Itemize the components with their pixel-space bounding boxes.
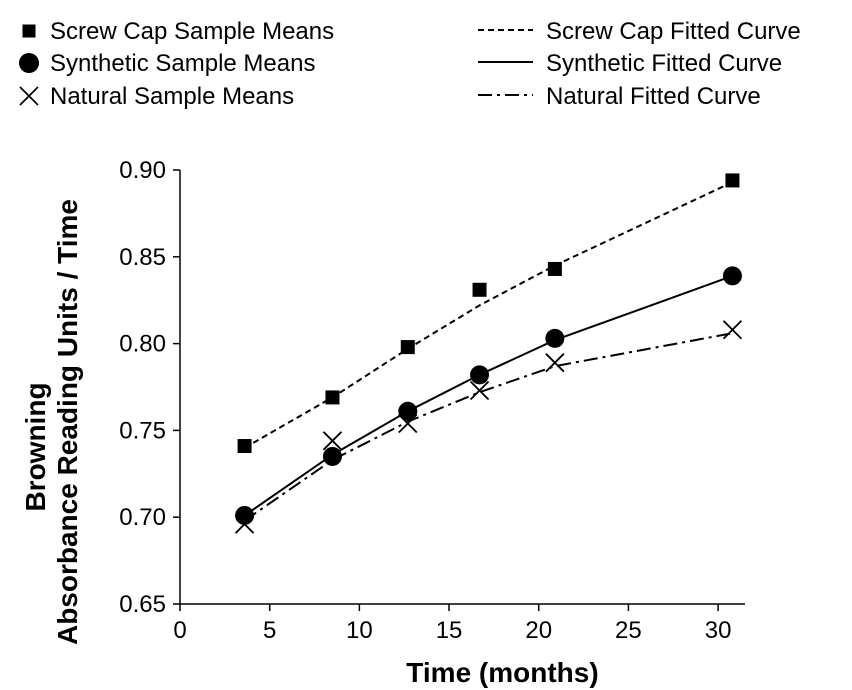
data-point-square (325, 390, 340, 405)
legend-item-square: Screw Cap Sample Means (22, 18, 334, 45)
fitted-curves (244, 181, 733, 522)
data-point-circle (235, 505, 255, 525)
legend-label: Screw Cap Fitted Curve (546, 18, 801, 45)
x-tick-label: 15 (436, 617, 463, 644)
data-point-x (545, 353, 565, 373)
data-point-square (472, 282, 487, 297)
data-point-x (322, 431, 343, 451)
legend-label: Synthetic Fitted Curve (546, 50, 782, 77)
y-tick-label: 0.85 (119, 244, 166, 271)
y-tick-label: 0.65 (119, 591, 166, 618)
legend: Screw Cap Sample Means Synthetic Sample M… (19, 18, 801, 110)
data-point-square (400, 340, 415, 355)
data-point-x (398, 413, 418, 434)
legend-item-solid: Synthetic Fitted Curve (478, 50, 782, 77)
y-tick-label: 0.70 (119, 504, 166, 531)
data-point-square (725, 173, 740, 188)
x-tick-label: 20 (525, 617, 552, 644)
legend-item-dashdot: Natural Fitted Curve (478, 83, 761, 110)
legend-item-x: Natural Sample Means (19, 83, 294, 110)
data-point-circle (545, 328, 565, 348)
data-point-x (722, 320, 743, 340)
legend-label: Synthetic Sample Means (50, 50, 315, 77)
fitted-curve-circle (244, 274, 733, 517)
legend-marker-x (19, 86, 39, 106)
x-tick-label: 25 (615, 617, 642, 644)
fitted-curve-square (244, 181, 733, 449)
legend-item-circle: Synthetic Sample Means (19, 50, 315, 77)
x-tick-label: 5 (263, 617, 276, 644)
data-point-square (547, 261, 562, 276)
data-point-square (237, 439, 252, 454)
legend-label: Screw Cap Sample Means (50, 18, 334, 45)
data-point-circle (322, 446, 342, 466)
x-axis-title: Time (months) (406, 657, 598, 688)
data-point-circle (470, 365, 490, 385)
y-tick-label: 0.75 (119, 417, 166, 444)
x-axis-ticks: 0 5 10 15 20 25 30 (173, 604, 731, 644)
y-tick-label: 0.80 (119, 331, 166, 358)
data-point-x (469, 380, 490, 401)
fitted-curve-x (244, 332, 733, 522)
data-point-x (234, 514, 255, 534)
y-axis-title-line-1: Browning (20, 382, 51, 511)
y-tick-label: 0.90 (119, 157, 166, 184)
x-tick-label: 10 (346, 617, 373, 644)
axes (179, 170, 745, 605)
legend-label: Natural Sample Means (50, 83, 294, 110)
legend-marker-circle (19, 53, 39, 73)
x-tick-label: 0 (173, 617, 186, 644)
x-tick-label: 30 (705, 617, 732, 644)
data-point-circle (398, 401, 418, 421)
data-point-circle (722, 266, 742, 286)
legend-label: Natural Fitted Curve (546, 83, 761, 110)
legend-item-dashed: Screw Cap Fitted Curve (478, 18, 801, 45)
y-axis-title-line-2: Absorbance Reading Units / Time (52, 199, 83, 645)
sample-markers (234, 173, 743, 534)
y-axis-ticks: 0.65 0.70 0.75 0.80 0.85 0.90 (119, 157, 180, 618)
legend-marker-square (22, 24, 36, 38)
